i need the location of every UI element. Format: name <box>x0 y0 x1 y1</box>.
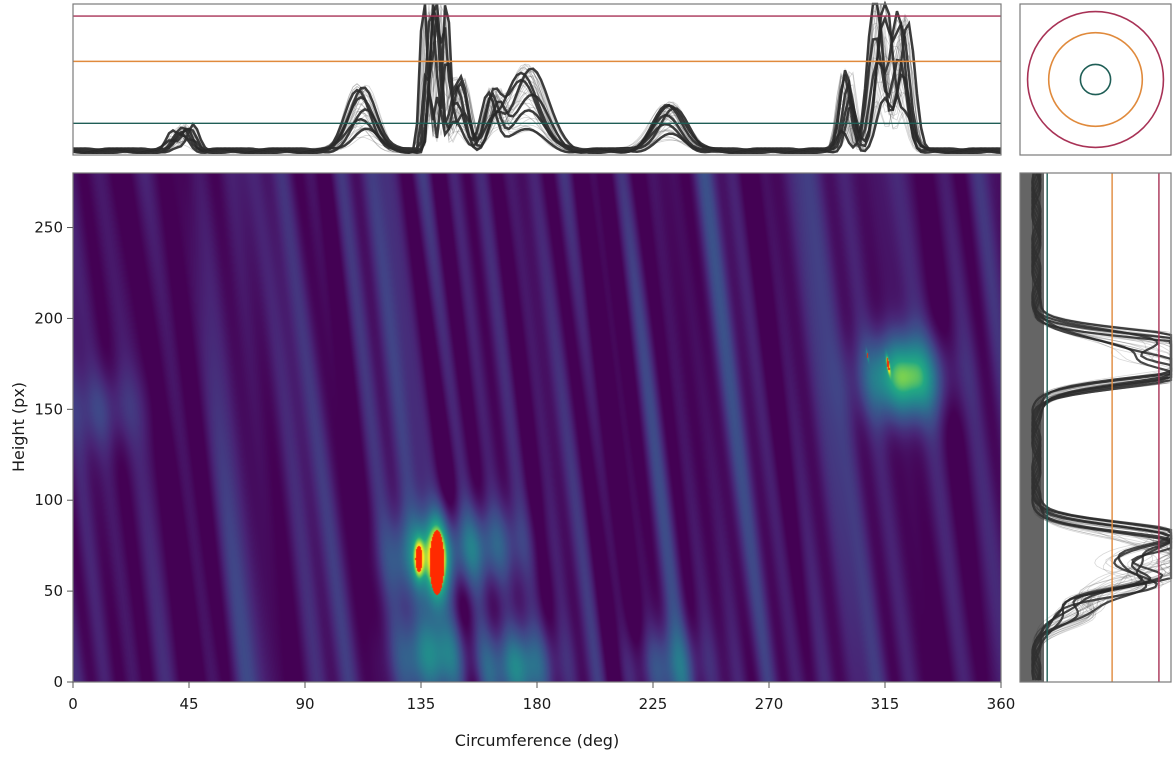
right-profile-panel <box>1019 172 1173 683</box>
top-profile-panel <box>72 0 1002 156</box>
top-profile-line <box>72 17 1002 154</box>
x-tick-label: 90 <box>295 695 314 713</box>
circle-legend-rings <box>1026 10 1165 149</box>
heatmap-image <box>73 173 1001 682</box>
top-panel-frame <box>72 3 1002 156</box>
right-profile-baseline <box>1020 173 1044 682</box>
top-profile-line <box>72 2 1002 154</box>
x-tick-label: 225 <box>639 695 668 713</box>
x-axis: 0 45 90 135 180 225 270 315 360 <box>68 682 1015 713</box>
y-tick-label: 100 <box>34 491 63 509</box>
y-tick-label: 0 <box>53 673 63 691</box>
legend-circle <box>1047 31 1144 128</box>
top-profile-curves <box>72 0 1002 155</box>
top-profile-line <box>72 3 1002 154</box>
x-tick-label: 45 <box>179 695 198 713</box>
y-tick-label: 150 <box>34 400 63 418</box>
top-threshold-lines <box>73 15 1001 124</box>
right-profile-curves <box>1020 172 1173 682</box>
x-tick-label: 315 <box>871 695 900 713</box>
y-axis: 0 50 100 150 200 250 <box>34 219 73 691</box>
right-panel-frame <box>1019 172 1172 683</box>
top-profile-line <box>72 12 1002 154</box>
top-profile-line <box>72 6 1002 154</box>
top-profile-line <box>72 3 1002 154</box>
y-tick-label: 250 <box>34 219 63 237</box>
x-tick-label: 180 <box>523 695 552 713</box>
x-tick-label: 0 <box>68 695 78 713</box>
x-axis-title: Circumference (deg) <box>455 731 619 750</box>
top-profile-line <box>72 3 1002 154</box>
x-tick-label: 270 <box>755 695 784 713</box>
top-profile-line <box>72 3 1002 154</box>
circle-legend-panel <box>1019 3 1172 156</box>
y-tick-label: 50 <box>44 582 63 600</box>
top-profile-line <box>72 3 1002 155</box>
right-threshold-lines <box>1046 173 1160 682</box>
legend-circle <box>1079 63 1112 96</box>
x-tick-label: 360 <box>987 695 1016 713</box>
top-profile-line <box>72 22 1002 154</box>
top-profile-line <box>72 3 1002 154</box>
top-profile-line <box>72 3 1002 154</box>
legend-circle <box>1026 10 1165 149</box>
top-profile-line <box>72 22 1002 154</box>
x-tick-label: 135 <box>407 695 436 713</box>
circle-panel-frame <box>1019 3 1172 156</box>
top-profile-line <box>72 6 1002 154</box>
y-axis-title: Height (px) <box>9 382 28 472</box>
heatmap-panel: 0 45 90 135 180 225 270 315 360 050100150200250 … <box>9 172 1015 750</box>
y-tick-label: 200 <box>34 309 63 327</box>
